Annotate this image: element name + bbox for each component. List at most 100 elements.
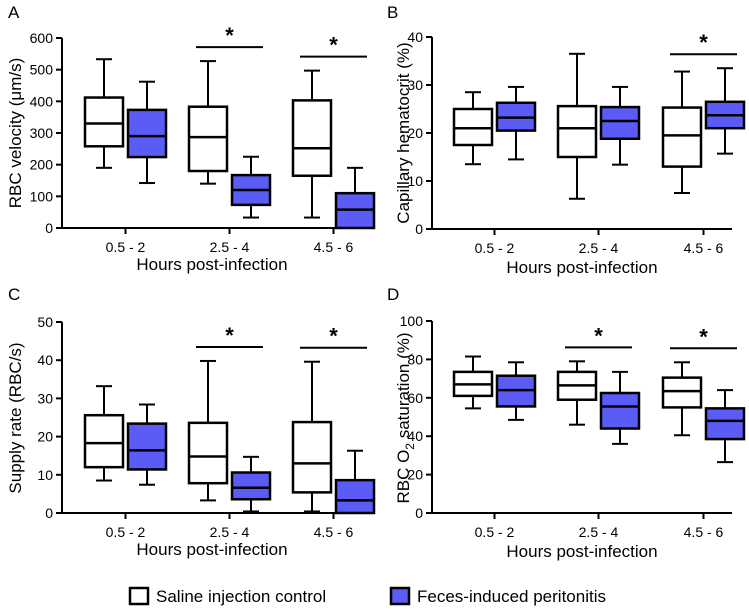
legend-swatch — [128, 586, 150, 606]
box-plot-peritonitis — [495, 361, 537, 421]
panel-label: B — [387, 3, 398, 22]
y-tick-label: 50 — [37, 314, 53, 330]
significance-star: * — [329, 324, 338, 349]
box-plot-peritonitis — [230, 155, 272, 219]
box-plot-peritonitis — [704, 389, 746, 464]
panel-a: A 0 100 200 300 400 500 600 0.5 - 2 2.5 - 4 4.5 - … — [6, 3, 376, 274]
y-tick-label: 40 — [407, 29, 423, 45]
box-plot-control — [452, 355, 494, 410]
y-tick-label: 20 — [407, 125, 423, 141]
y-axis-title: RBC velocity (μm/s) — [6, 58, 25, 209]
box-plot-control — [661, 361, 703, 437]
x-tick-label: 2.5 - 4 — [579, 524, 619, 540]
y-tick-label: 10 — [37, 467, 53, 483]
y-tick-label: 60 — [407, 390, 423, 406]
y-tick-label: 500 — [30, 62, 54, 78]
x-tick-label: 0.5 - 2 — [475, 524, 515, 540]
box-plot-control — [452, 91, 494, 166]
y-tick-label: 0 — [45, 505, 53, 521]
y-tick-label: 300 — [30, 125, 54, 141]
x-tick-label: 0.5 - 2 — [106, 524, 146, 540]
legend: Saline injection control Feces-induced pe… — [128, 586, 606, 606]
box-iqr — [83, 96, 125, 148]
box-iqr — [126, 422, 168, 471]
x-axis-title: Hours post-infection — [136, 255, 287, 274]
y-tick-label: 80 — [407, 351, 423, 367]
box-plot-control — [187, 359, 229, 502]
legend-item-control: Saline injection control — [128, 586, 326, 606]
legend-label: Feces-induced peritonitis — [417, 587, 606, 606]
box-iqr — [599, 391, 641, 430]
box-iqr — [661, 376, 703, 409]
box-iqr — [556, 104, 598, 159]
y-axis-title: RBC O2 saturation (%) — [394, 332, 417, 503]
panel-c: C 0 10 20 30 40 50 0.5 - 2 2.5 - 4 4.5 - 6 Hours p… — [6, 285, 376, 559]
box-plot-peritonitis — [599, 370, 641, 445]
panel-b: B 0 10 20 30 40 0.5 - 2 2.5 - 4 4.5 - 6 Hours pos… — [387, 3, 746, 277]
y-tick-label: 40 — [37, 352, 53, 368]
box-plot-peritonitis — [495, 85, 537, 161]
x-tick-label: 2.5 - 4 — [579, 240, 619, 256]
box-iqr — [126, 108, 168, 159]
x-tick-label: 4.5 - 6 — [314, 524, 354, 540]
significance-star: * — [699, 324, 708, 349]
significance-star: * — [594, 323, 603, 348]
y-axis-title-part: RBC O — [394, 450, 413, 504]
x-tick-label: 2.5 - 4 — [210, 524, 250, 540]
y-tick-label: 0 — [45, 220, 53, 236]
y-axis-title-part: saturation (%) — [394, 332, 413, 443]
box-iqr — [187, 421, 229, 485]
legend-label: Saline injection control — [156, 587, 326, 606]
box-plot-peritonitis — [334, 449, 376, 515]
box-iqr — [661, 106, 703, 168]
box-iqr — [230, 471, 272, 501]
x-tick-label: 4.5 - 6 — [684, 240, 724, 256]
y-tick-label: 30 — [407, 77, 423, 93]
box-plot-peritonitis — [599, 85, 641, 166]
x-axis-title: Hours post-infection — [136, 540, 287, 559]
x-tick-label: 2.5 - 4 — [210, 239, 250, 255]
box-iqr — [291, 99, 333, 177]
legend-swatch — [389, 586, 411, 606]
panel-label: D — [387, 285, 399, 304]
y-tick-label: 400 — [30, 93, 54, 109]
box-iqr — [704, 407, 746, 441]
significance-star: * — [699, 30, 708, 55]
box-iqr — [187, 105, 229, 173]
y-tick-label: 200 — [30, 157, 54, 173]
y-axis-title: Supply rate (RBC/s) — [6, 342, 25, 493]
significance-star: * — [329, 33, 338, 58]
box-plot-control — [556, 360, 598, 426]
significance-star: * — [225, 323, 234, 348]
box-plot-control — [83, 385, 125, 482]
box-iqr — [334, 478, 376, 515]
x-tick-label: 0.5 - 2 — [106, 239, 146, 255]
x-tick-label: 0.5 - 2 — [475, 240, 515, 256]
y-tick-label: 30 — [37, 390, 53, 406]
y-tick-label: 0 — [415, 505, 423, 521]
box-plot-peritonitis — [704, 67, 746, 155]
panel-label: A — [8, 3, 20, 22]
y-tick-label: 600 — [30, 30, 54, 46]
box-plot-control — [187, 60, 229, 185]
y-tick-label: 20 — [407, 467, 423, 483]
box-plot-control — [661, 70, 703, 194]
box-iqr — [599, 105, 641, 141]
box-plot-control — [83, 58, 125, 169]
y-axis-title: Capillary hematocrit (%) — [394, 42, 413, 223]
box-plot-peritonitis — [126, 403, 168, 486]
x-tick-label: 4.5 - 6 — [684, 524, 724, 540]
y-tick-label: 100 — [30, 188, 54, 204]
box-plot-control — [291, 69, 333, 219]
panel-d: D 0 20 40 60 80 100 0.5 - 2 2.5 - 4 4.5 - 6 Hours … — [387, 285, 746, 561]
y-tick-label: 40 — [407, 428, 423, 444]
y-axis-title-subscript: 2 — [403, 443, 417, 450]
significance-star: * — [225, 23, 234, 48]
box-plot-peritonitis — [126, 80, 168, 185]
x-axis-title: Hours post-infection — [506, 258, 657, 277]
legend-item-peritonitis: Feces-induced peritonitis — [389, 586, 606, 606]
y-tick-label: 20 — [37, 429, 53, 445]
y-tick-label: 100 — [400, 313, 424, 329]
box-plot-peritonitis — [334, 166, 376, 230]
